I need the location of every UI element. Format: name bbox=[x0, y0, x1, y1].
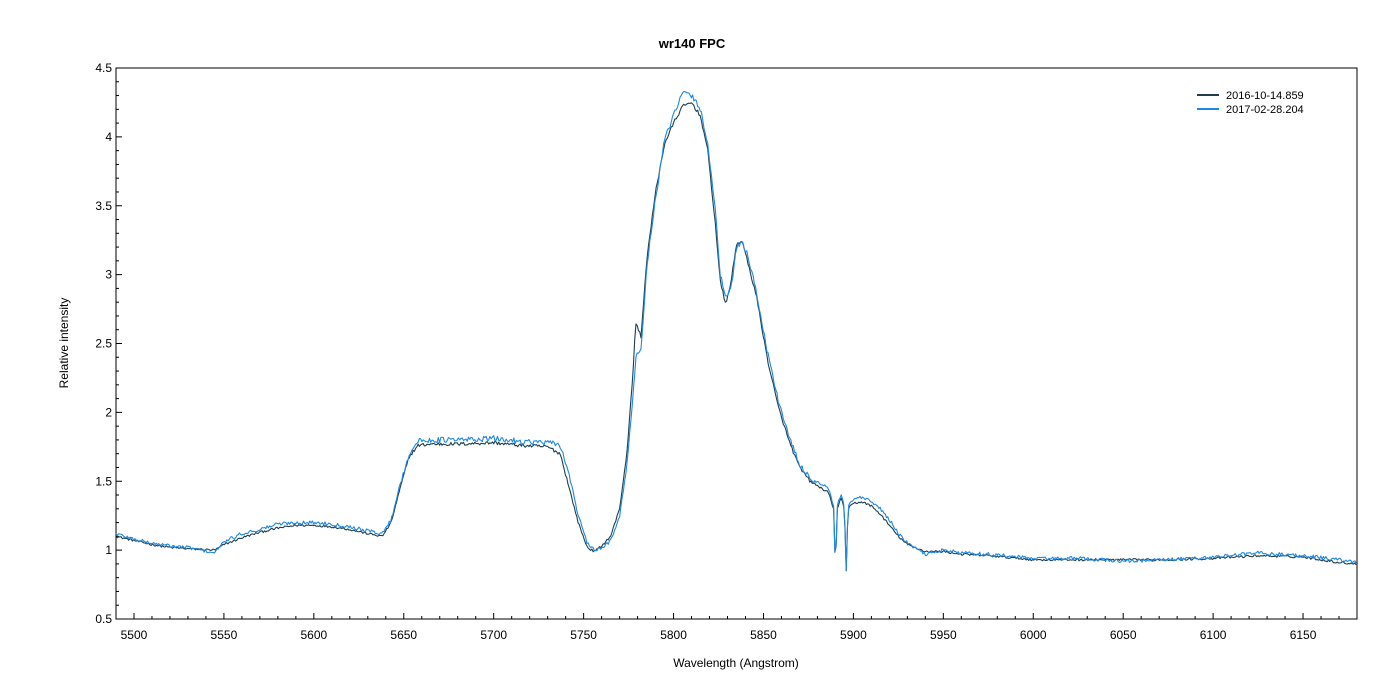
series-layer bbox=[115, 90, 1357, 572]
y-axis: 0.5 1 1.5 2 2.5 3 3.5 4 4.5 bbox=[95, 61, 122, 626]
x-axis-title: Wavelength (Angstrom) bbox=[673, 656, 799, 670]
y-tick-label: 0.5 bbox=[95, 612, 112, 626]
x-tick-label: 5500 bbox=[121, 628, 148, 642]
y-tick-label: 1.5 bbox=[95, 474, 112, 488]
x-tick-label: 6000 bbox=[1020, 628, 1047, 642]
x-tick-label: 5750 bbox=[570, 628, 597, 642]
legend-label-2016-10-14: 2016-10-14.859 bbox=[1226, 90, 1304, 102]
x-tick-label: 5950 bbox=[930, 628, 957, 642]
legend: 2016-10-14.859 2017-02-28.204 bbox=[1197, 90, 1304, 116]
y-axis-title: Relative intensity bbox=[57, 298, 71, 389]
x-tick-label: 5850 bbox=[750, 628, 777, 642]
chart-title: wr140 FPC bbox=[658, 36, 726, 51]
y-tick-label: 1 bbox=[105, 543, 112, 557]
x-tick-label: 5650 bbox=[390, 628, 417, 642]
legend-label-2017-02-28: 2017-02-28.204 bbox=[1226, 104, 1304, 116]
x-tick-label: 5800 bbox=[660, 628, 687, 642]
x-tick-label: 5600 bbox=[300, 628, 327, 642]
x-tick-label: 6100 bbox=[1200, 628, 1227, 642]
x-tick-label: 5900 bbox=[840, 628, 867, 642]
series-line-2017-02-28.204 bbox=[115, 90, 1357, 572]
x-tick-label: 6150 bbox=[1290, 628, 1317, 642]
y-tick-label: 2.5 bbox=[95, 337, 112, 351]
y-tick-label: 3 bbox=[105, 268, 112, 282]
y-tick-label: 3.5 bbox=[95, 199, 112, 213]
y-tick-label: 4.5 bbox=[95, 61, 112, 75]
series-line-2016-10-14.859 bbox=[115, 102, 1357, 572]
y-tick-label: 4 bbox=[105, 130, 112, 144]
x-axis: 5500 5550 5600 5650 5700 5750 5800 5850 5900 5950… bbox=[115, 613, 1358, 642]
x-tick-label: 6050 bbox=[1110, 628, 1137, 642]
x-tick-label: 5700 bbox=[480, 628, 507, 642]
x-tick-label: 5550 bbox=[211, 628, 238, 642]
y-tick-label: 2 bbox=[105, 405, 112, 419]
plot-frame bbox=[115, 67, 1358, 620]
